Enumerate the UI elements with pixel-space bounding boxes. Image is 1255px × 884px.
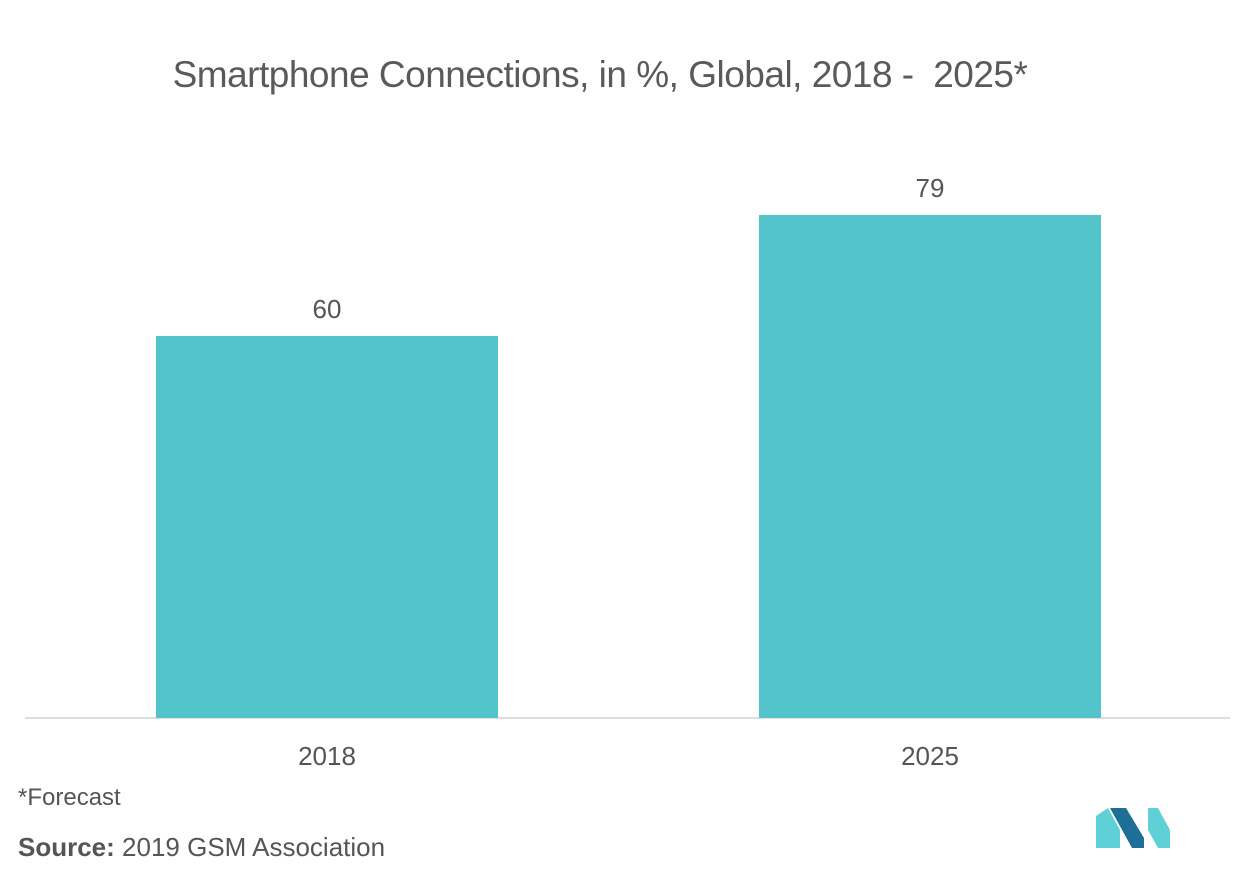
source-note: Source: 2019 GSM Association	[18, 832, 385, 863]
bar-2018	[156, 335, 498, 718]
bars-layer	[156, 215, 1101, 718]
source-label: Source:	[18, 832, 115, 862]
chart-title: Smartphone Connections, in %, Global, 20…	[172, 54, 1028, 95]
forecast-footnote: *Forecast	[18, 784, 121, 811]
x-tick-label-2025: 2025	[901, 741, 959, 771]
logo-right-shape	[1148, 808, 1170, 848]
mordor-intelligence-logo-icon	[1096, 808, 1170, 848]
data-label-2018: 60	[313, 294, 342, 324]
bar-2025	[759, 215, 1101, 718]
logo-left-shape	[1096, 808, 1120, 848]
data-label-2025: 79	[916, 173, 945, 203]
logo-middle-shape	[1110, 808, 1144, 848]
x-tick-label-2018: 2018	[298, 741, 356, 771]
labels-layer: 60 2018 79 2025	[298, 173, 959, 771]
source-text: 2019 GSM Association	[114, 832, 386, 862]
